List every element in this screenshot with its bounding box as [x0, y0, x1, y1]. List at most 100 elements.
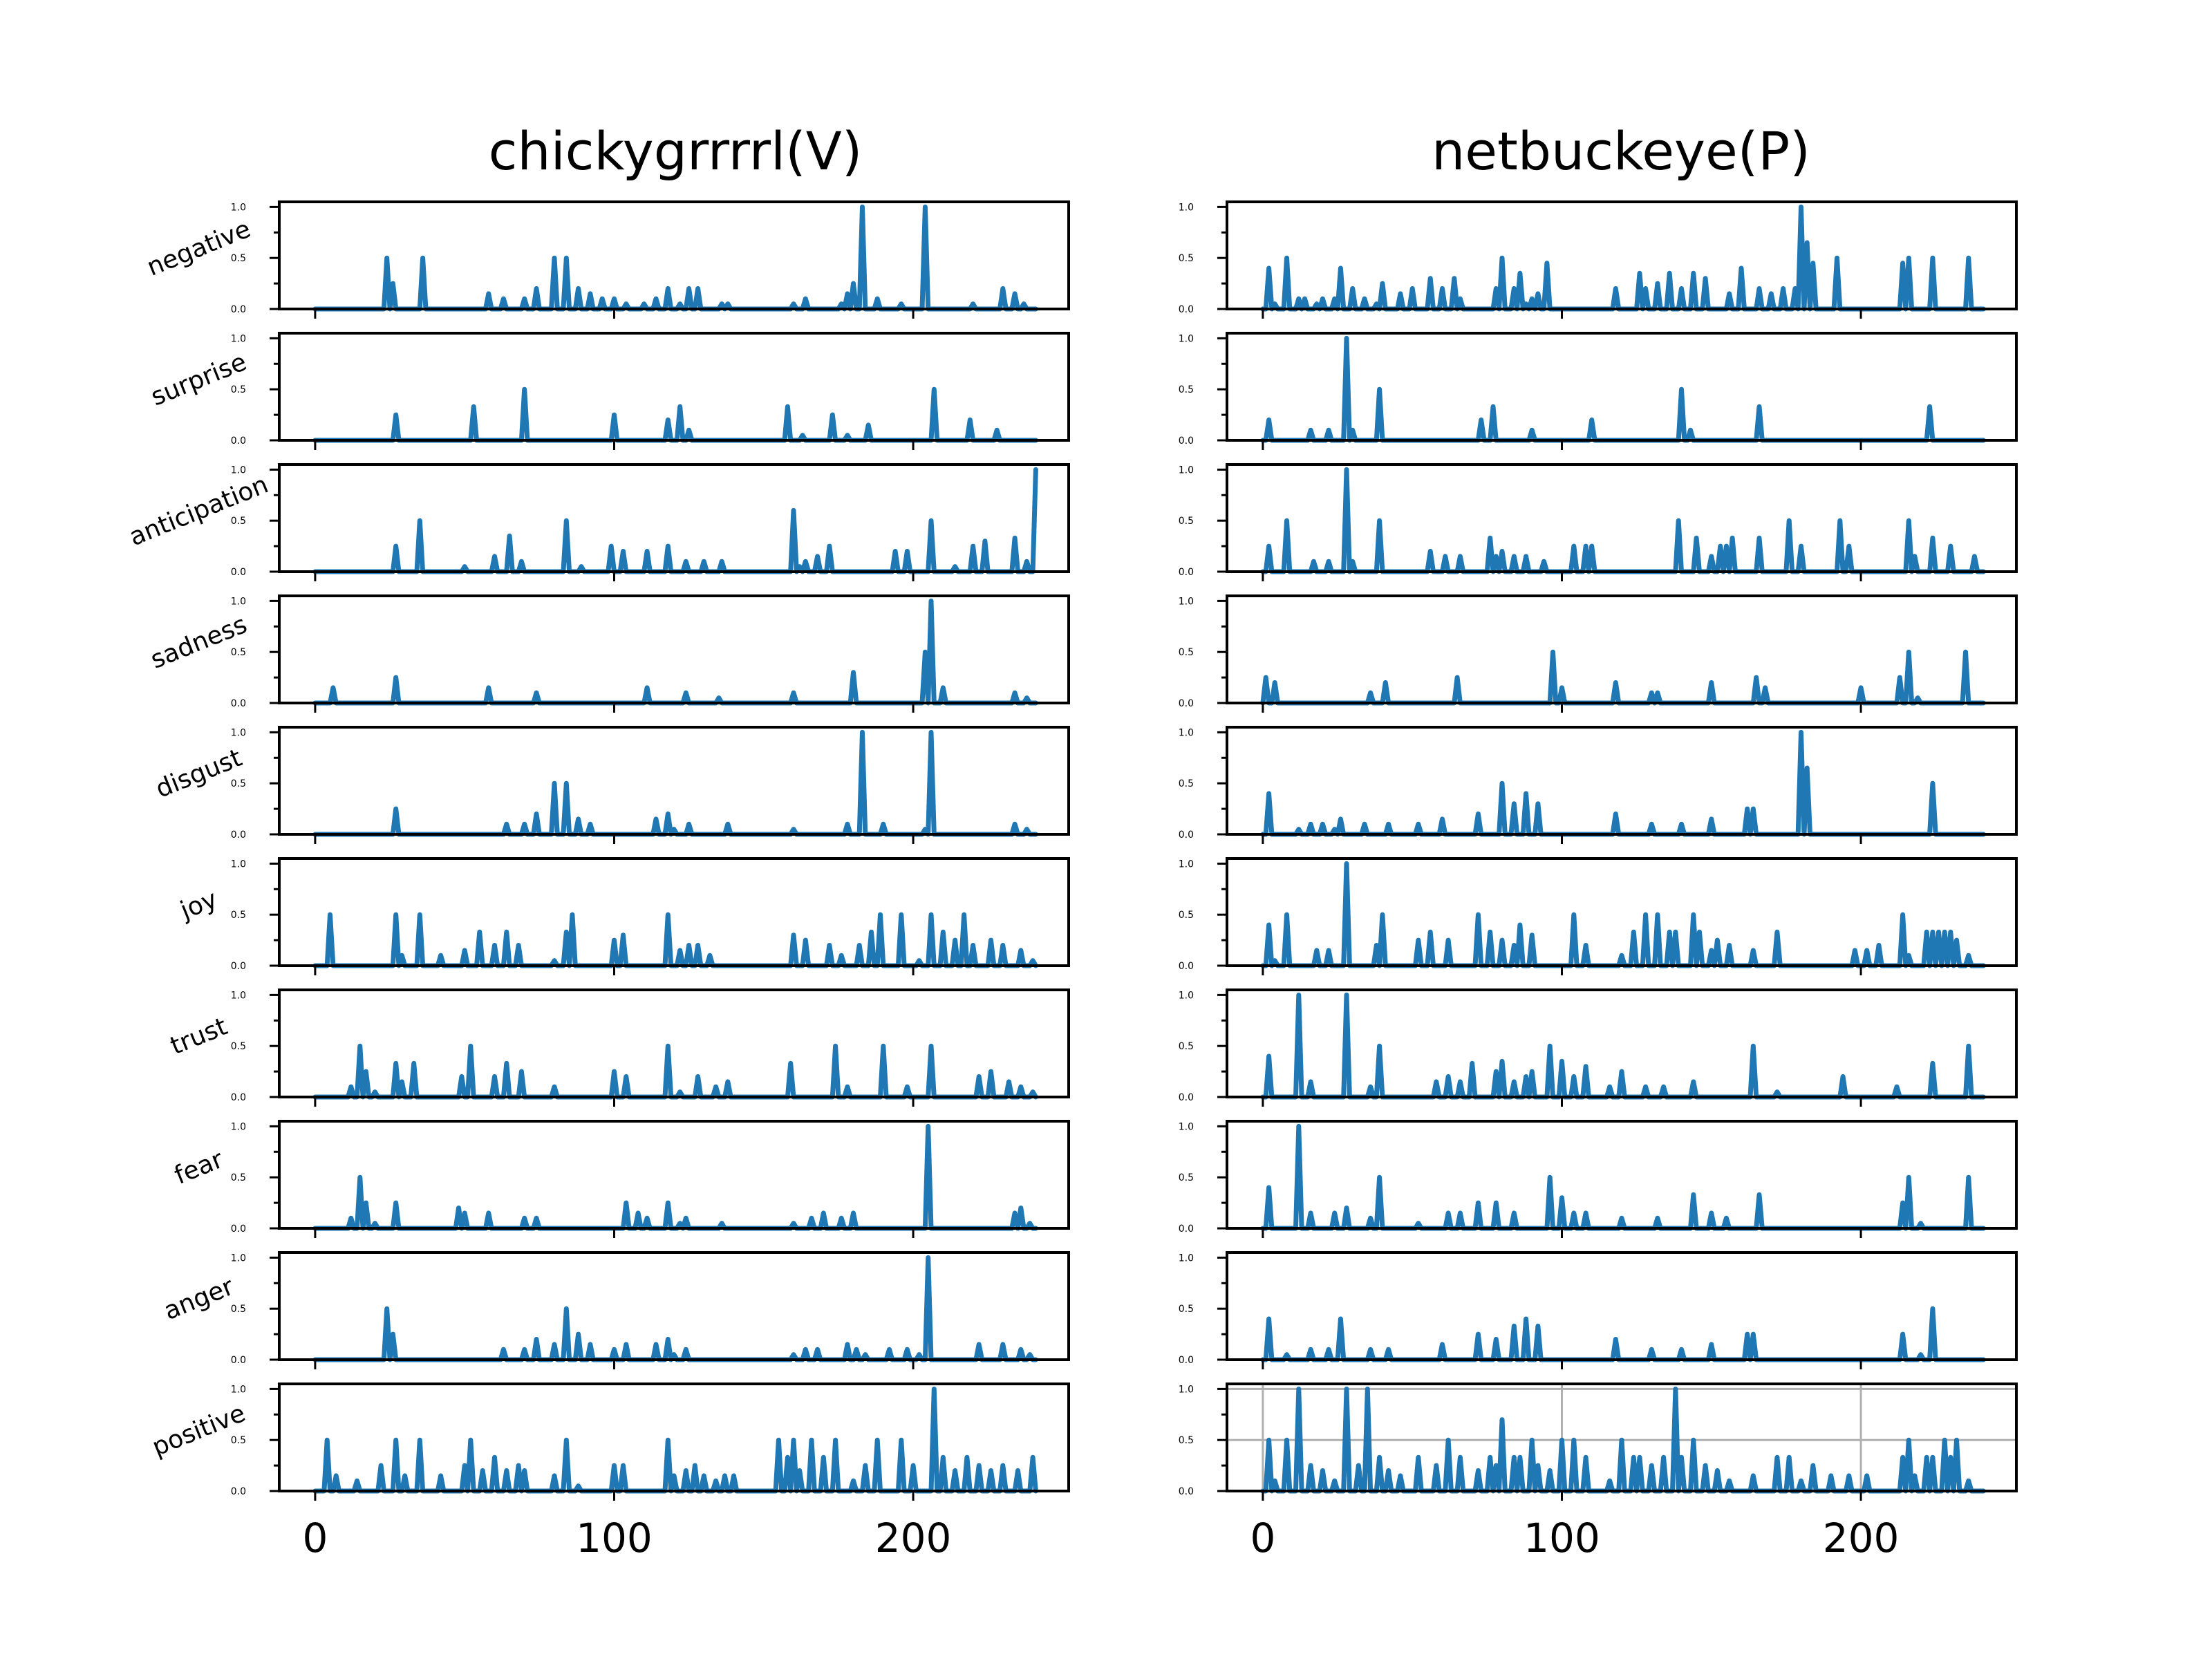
y-tick-label: 0.5	[1179, 253, 1194, 264]
row-label-joy: joy	[176, 885, 221, 925]
panel-anger-right: 0.0 0.5 1.0	[1179, 1251, 2018, 1369]
row-label-disgust: disgust	[152, 744, 246, 804]
panel-joy-right: 0.0 0.5 1.0	[1179, 857, 2018, 975]
panel-frame	[1226, 332, 2018, 442]
panel-frame	[1226, 200, 2018, 310]
series-line-anger-right	[1260, 1306, 1986, 1362]
y-tick-label: 0.0	[231, 830, 246, 841]
y-tick-label: 0.5	[1179, 1435, 1194, 1446]
y-tick-label: 0.5	[231, 910, 246, 921]
panel-positive-left: 0.0 0.5 1.0 0 100 200	[231, 1382, 1070, 1562]
y-tick-label: 0.0	[231, 1224, 246, 1235]
row-label-surprise: surprise	[147, 348, 251, 411]
panel-fear-right: 0.0 0.5 1.0	[1179, 1120, 2018, 1238]
panel-negative-right: 0.0 0.5 1.0	[1179, 200, 2018, 319]
y-tick-label: 0.5	[231, 1304, 246, 1315]
y-tick-label: 0.0	[1179, 698, 1194, 709]
series-line-negative-right	[1260, 204, 1986, 312]
panel-positive-right: 0.0 0.5 1.0 0 100 200	[1179, 1382, 2018, 1562]
series-line-trust-left	[312, 1043, 1038, 1100]
series-line-disgust-left	[312, 729, 1038, 837]
series-line-positive-left	[312, 1386, 1038, 1494]
y-tick-label: 0.5	[1179, 516, 1194, 527]
series-line-anticipation-right	[1260, 467, 1986, 574]
y-tick-label: 0.0	[1179, 830, 1194, 841]
series-line-anger-left	[312, 1255, 1038, 1362]
panel-frame	[1226, 726, 2018, 836]
panel-frame	[1226, 988, 2018, 1098]
panel-anger-left: 0.0 0.5 1.0	[231, 1251, 1070, 1369]
series-line-sadness-left	[312, 598, 1038, 706]
panel-frame	[278, 463, 1070, 573]
y-tick-label: 0.0	[1179, 1092, 1194, 1103]
y-tick-label: 1.0	[1179, 1384, 1194, 1395]
series-line-joy-right	[1260, 861, 1986, 968]
y-tick-label: 1.0	[1179, 727, 1194, 738]
series-line-joy-left	[312, 912, 1038, 968]
row-label-anger: anger	[160, 1273, 238, 1326]
panel-frame	[278, 988, 1070, 1098]
y-tick-label: 0.0	[231, 435, 246, 447]
panel-frame	[278, 332, 1070, 442]
panel-frame	[278, 1120, 1070, 1230]
x-tick-label: 200	[875, 1515, 952, 1562]
series-line-fear-right	[1260, 1123, 1986, 1231]
series-line-sadness-right	[1260, 649, 1986, 706]
panel-frame	[278, 857, 1070, 967]
row-label-negative: negative	[143, 215, 254, 282]
row-label-trust: trust	[167, 1012, 232, 1060]
y-tick-label: 0.5	[1179, 647, 1194, 658]
y-tick-label: 0.5	[231, 1041, 246, 1052]
y-tick-label: 0.0	[1179, 304, 1194, 315]
y-tick-label: 1.0	[1179, 333, 1194, 344]
panel-frame	[278, 594, 1070, 704]
row-label-positive: positive	[149, 1399, 250, 1462]
panel-sadness-left: 0.0 0.5 1.0	[231, 594, 1070, 713]
y-tick-label: 0.0	[1179, 435, 1194, 447]
y-tick-label: 0.0	[231, 1092, 246, 1103]
y-tick-label: 1.0	[1179, 596, 1194, 607]
panel-disgust-right: 0.0 0.5 1.0	[1179, 726, 2018, 844]
panel-disgust-left: 0.0 0.5 1.0	[231, 726, 1070, 844]
panel-frame	[1226, 594, 2018, 704]
y-tick-label: 0.5	[1179, 778, 1194, 789]
y-tick-label: 1.0	[231, 596, 246, 607]
panel-frame	[278, 1251, 1070, 1361]
panel-surprise-left: 0.0 0.5 1.0	[231, 332, 1070, 450]
panel-anticipation-left: 0.0 0.5 1.0	[231, 463, 1070, 581]
row-label-sadness: sadness	[147, 610, 251, 675]
y-tick-label: 0.5	[231, 647, 246, 658]
panel-frame	[278, 200, 1070, 310]
y-tick-label: 0.5	[231, 516, 246, 527]
x-tick-label: 100	[576, 1515, 653, 1562]
series-line-trust-right	[1260, 992, 1986, 1100]
panel-frame	[1226, 1120, 2018, 1230]
y-tick-label: 0.0	[231, 698, 246, 709]
y-tick-label: 1.0	[231, 727, 246, 738]
y-tick-label: 1.0	[231, 859, 246, 870]
panel-trust-left: 0.0 0.5 1.0	[231, 988, 1070, 1107]
y-tick-label: 0.5	[1179, 384, 1194, 395]
y-tick-label: 0.5	[1179, 1172, 1194, 1183]
panel-anticipation-right: 0.0 0.5 1.0	[1179, 463, 2018, 581]
series-line-surprise-left	[312, 386, 1038, 443]
y-tick-label: 0.0	[1179, 567, 1194, 578]
y-tick-label: 0.0	[231, 961, 246, 972]
panel-trust-right: 0.0 0.5 1.0	[1179, 988, 2018, 1107]
panel-frame	[1226, 463, 2018, 573]
y-tick-label: 0.0	[231, 1355, 246, 1366]
series-line-negative-left	[312, 204, 1038, 312]
panel-joy-left: 0.0 0.5 1.0	[231, 857, 1070, 975]
y-tick-label: 1.0	[231, 1384, 246, 1395]
column-title-right: netbuckeye(P)	[1432, 120, 1810, 182]
y-tick-label: 1.0	[231, 202, 246, 213]
panel-surprise-right: 0.0 0.5 1.0	[1179, 332, 2018, 450]
panel-sadness-right: 0.0 0.5 1.0	[1179, 594, 2018, 713]
series-line-fear-left	[312, 1123, 1038, 1231]
x-tick-label: 100	[1524, 1515, 1600, 1562]
series-line-anticipation-left	[312, 467, 1038, 574]
x-tick-label: 200	[1823, 1515, 1900, 1562]
panel-negative-left: 0.0 0.5 1.0	[231, 200, 1070, 319]
y-tick-label: 0.5	[1179, 1041, 1194, 1052]
